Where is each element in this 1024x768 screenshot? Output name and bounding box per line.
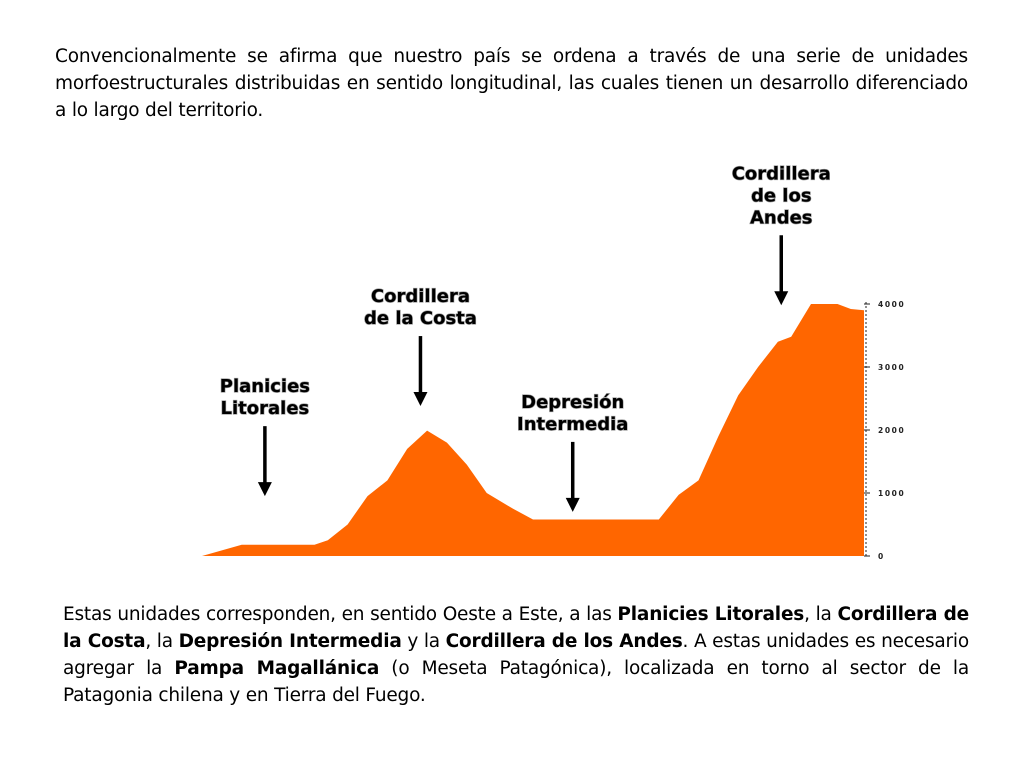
y-tick-label: 2000 — [878, 426, 905, 435]
y-tick-label: 1000 — [878, 489, 905, 498]
y-tick-label: 3000 — [878, 363, 905, 372]
cordillera-costa-label-line: Cordillera — [371, 286, 470, 307]
planicies-litorales-label-line: Planicies — [220, 376, 310, 397]
y-tick-label: 0 — [878, 552, 885, 561]
cordillera-andes-label-line: Andes — [750, 207, 813, 228]
cordillera-costa-arrow-head — [413, 392, 428, 407]
depresion-intermedia-label-line: Depresión — [521, 392, 624, 413]
depresion-intermedia-label: Depresión Intermedia — [517, 392, 628, 435]
pampa-magallanica-term: Pampa Magallánica — [174, 658, 380, 679]
cordillera-andes-term: Cordillera de los Andes — [445, 631, 683, 652]
planicies-litorales-term: Planicies Litorales — [617, 604, 805, 625]
summary-text-5: . A estas unidades es necesario agregar … — [63, 631, 969, 679]
depresion-intermedia-label-line: Intermedia — [517, 414, 628, 435]
summary-text-1: Estas unidades corresponden, en sentido … — [63, 604, 618, 625]
cordillera-costa-term: Cordillera de la Costa — [63, 604, 969, 652]
summary-text-6: (o Meseta Patagónica), localizada en tor… — [63, 658, 969, 706]
cordillera-costa-label: Cordillera de la Costa — [364, 286, 477, 329]
planicies-litorales-arrow-head — [257, 482, 272, 497]
planicies-litorales-label: Planicies Litorales — [220, 376, 310, 419]
cordillera-andes-label-line: Cordillera — [732, 163, 831, 184]
intro-paragraph: Convencionalmente se afirma que nuestro … — [55, 46, 968, 121]
depresion-intermedia-arrow-head — [565, 497, 580, 512]
summary-paragraph: Estas unidades corresponden, en sentido … — [63, 601, 969, 709]
terrain-area — [202, 304, 864, 556]
summary-text-2: , la — [804, 604, 838, 625]
depresion-intermedia-term: Depresión Intermedia — [178, 631, 402, 652]
cordillera-andes-label: Cordillera de los Andes — [732, 163, 831, 228]
y-tick-label: 4000 — [878, 300, 905, 309]
summary-text-3: , la — [145, 631, 179, 652]
planicies-litorales-label-line: Litorales — [221, 398, 310, 419]
cordillera-andes-arrow-head — [774, 291, 789, 306]
cordillera-andes-label-line: de los — [751, 185, 812, 206]
summary-text-4: y la — [401, 631, 446, 652]
cordillera-costa-label-line: de la Costa — [364, 308, 477, 329]
